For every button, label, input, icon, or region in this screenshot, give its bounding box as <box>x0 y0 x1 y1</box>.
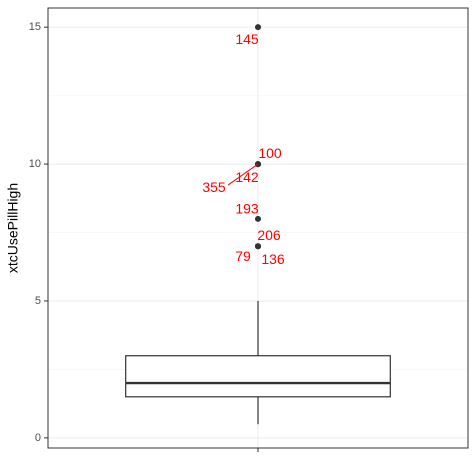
y-tick-label: 0 <box>35 432 41 444</box>
outlier-label: 355 <box>202 179 226 195</box>
panel-border <box>47 7 469 449</box>
outlier <box>255 215 261 222</box>
y-axis-label: xtcUsePillHigh <box>5 183 21 273</box>
outlier-label: 79 <box>235 248 251 264</box>
y-tick-label: 10 <box>29 158 41 170</box>
outlier <box>255 24 261 31</box>
y-tick-label: 5 <box>35 295 41 307</box>
outlier-label: 142 <box>235 169 259 185</box>
label-leader <box>227 163 259 186</box>
outlier-label: 193 <box>235 201 259 217</box>
outlier-label: 136 <box>261 251 285 267</box>
outlier-label: 206 <box>257 227 281 243</box>
outlier <box>255 243 261 250</box>
box <box>125 355 391 398</box>
outlier-label: 100 <box>258 145 282 161</box>
y-tick-label: 15 <box>29 21 41 33</box>
outlier-label: 145 <box>235 31 259 47</box>
